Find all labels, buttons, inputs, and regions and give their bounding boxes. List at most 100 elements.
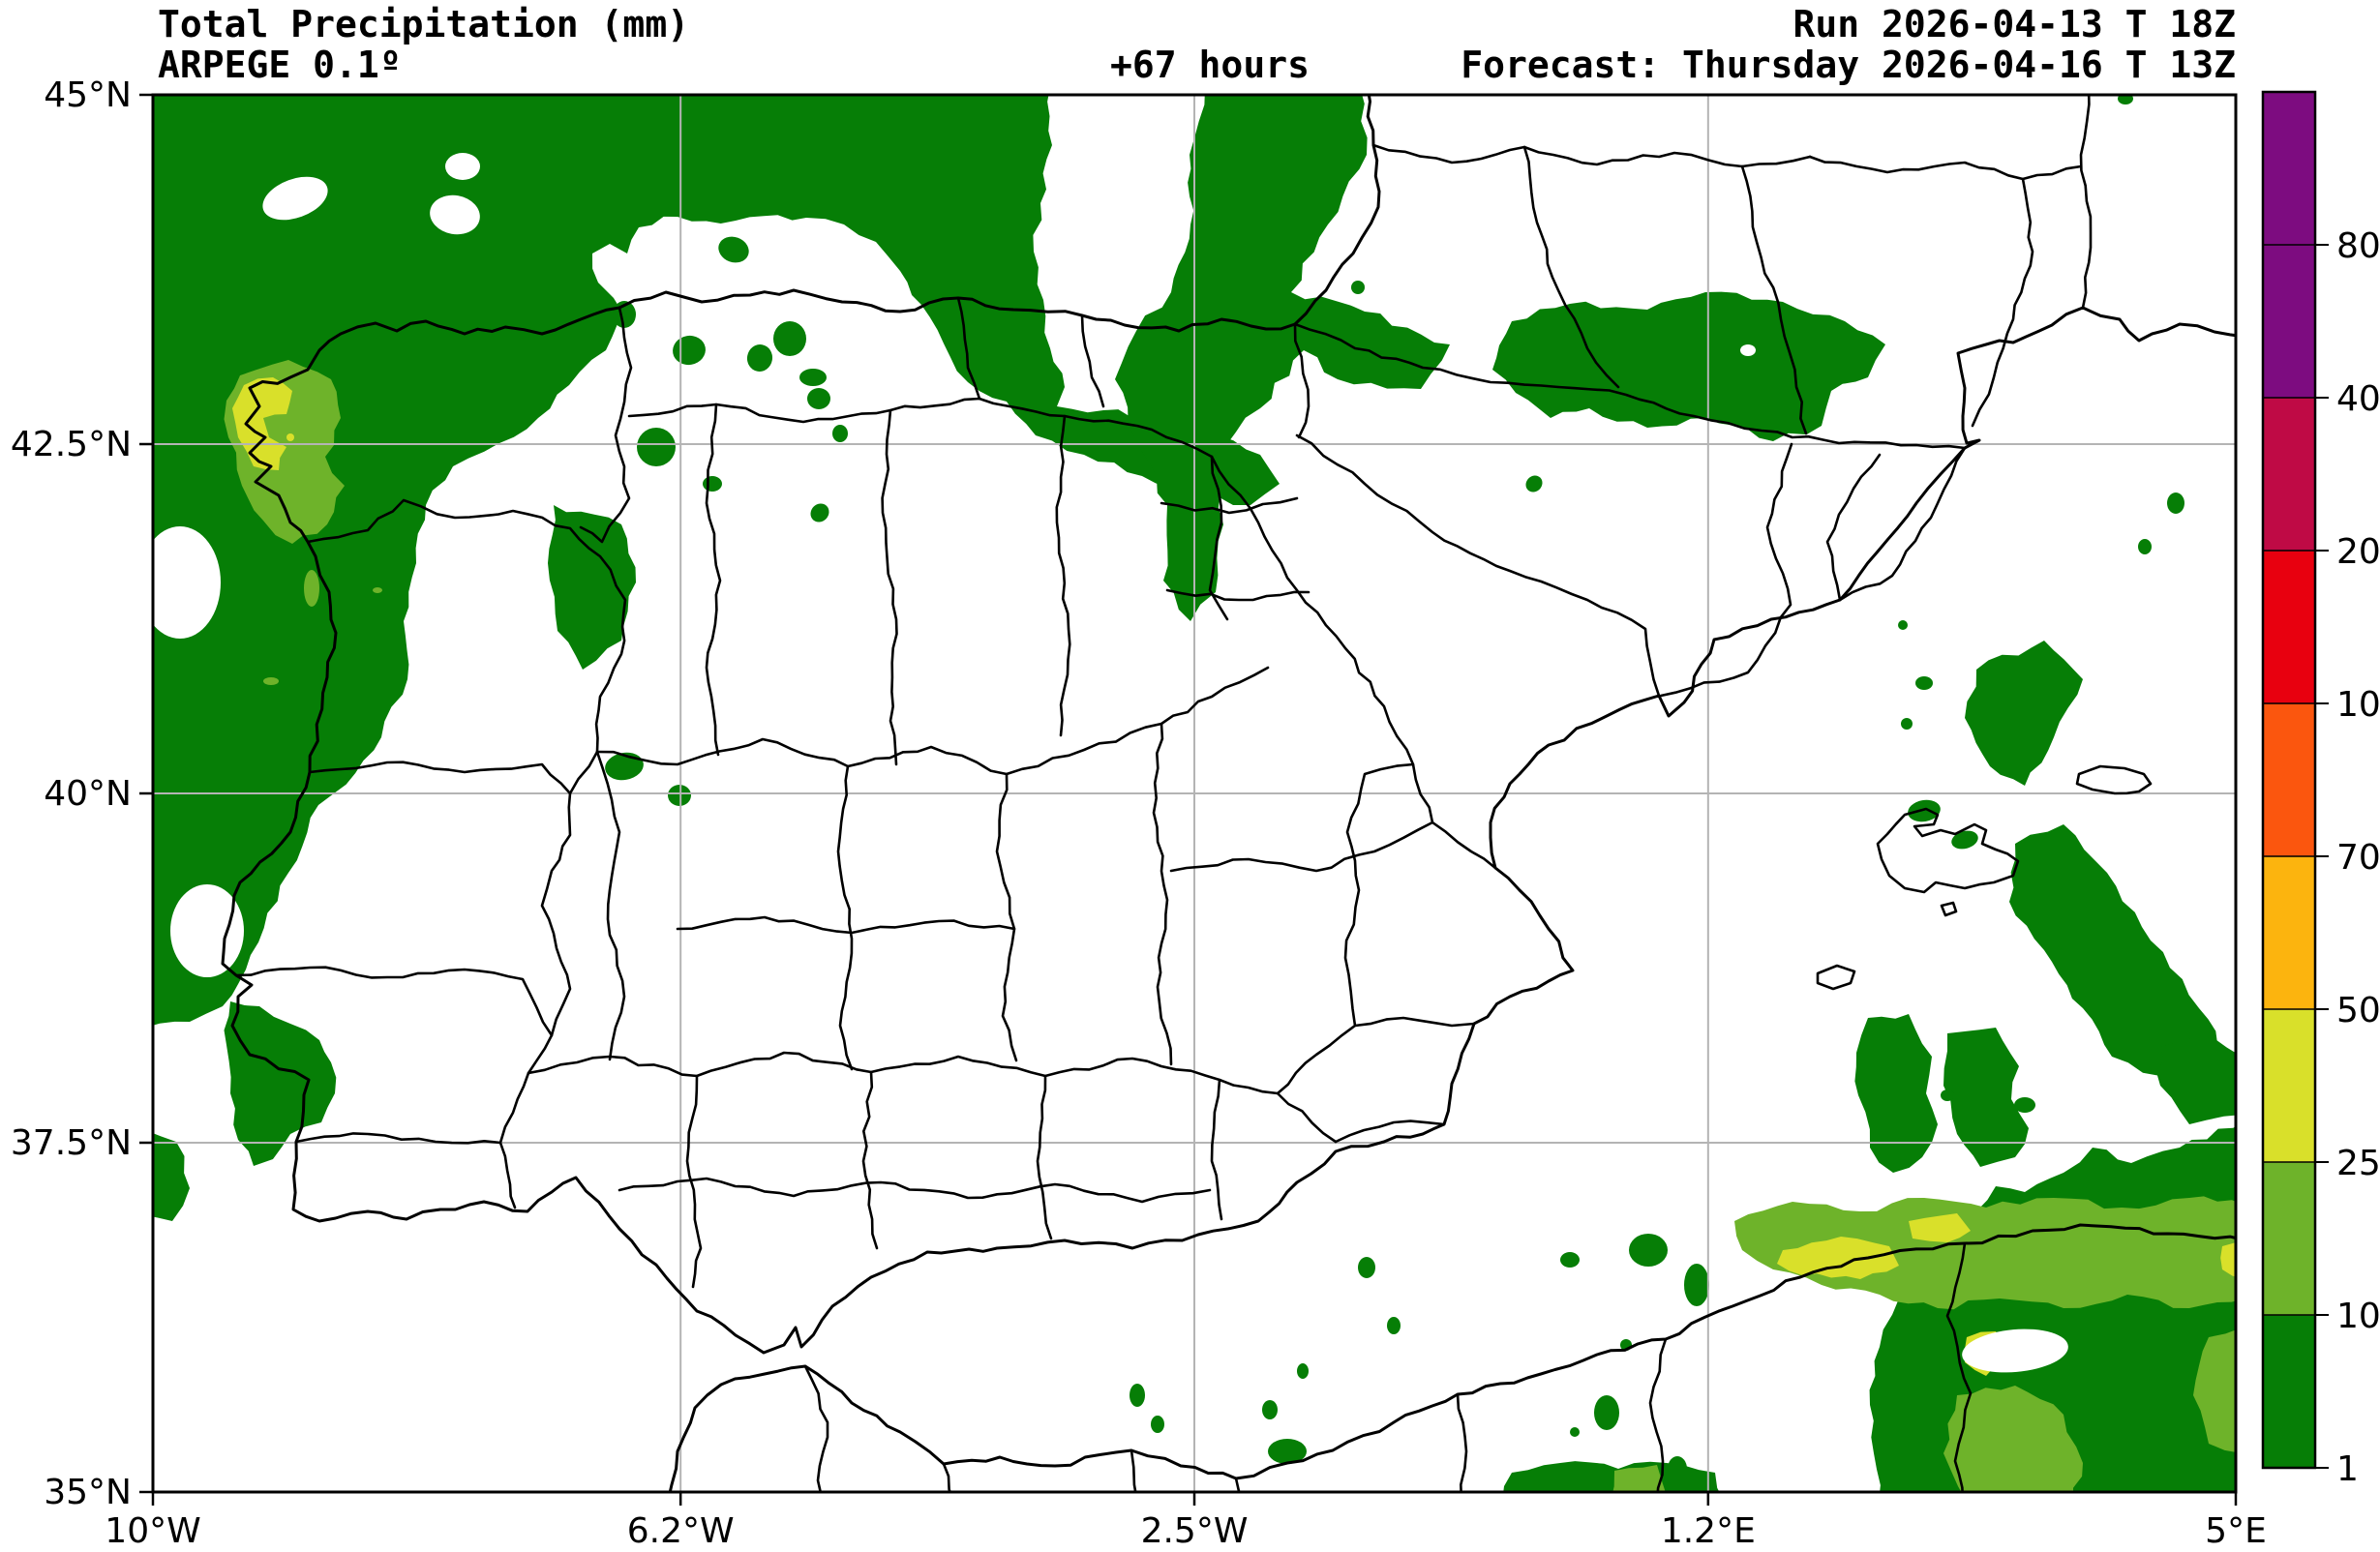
precip-spot-1-10mm <box>1941 1089 1954 1101</box>
province-border <box>1293 322 1311 439</box>
province-border <box>685 1074 703 1289</box>
province-border <box>1740 164 1808 435</box>
colorbar-tick-label: 1 <box>2336 1449 2359 1489</box>
precip-hole <box>445 153 480 180</box>
precip-hole <box>262 176 328 221</box>
precip-spot-1-10mm <box>1262 1400 1278 1419</box>
precip-area-10-25mm <box>2193 1329 2236 1452</box>
precip-spot-10-25mm <box>373 587 382 593</box>
province-border <box>294 1132 502 1145</box>
colorbar-segment <box>2263 856 2315 1010</box>
precip-spot-1-10mm <box>668 785 691 806</box>
colorbar-frame <box>2261 90 2317 1470</box>
precip-spot-1-10mm <box>746 344 773 372</box>
map-inner <box>153 95 2236 1492</box>
province-border <box>1130 1448 1137 1492</box>
province-border <box>1276 1016 1476 1095</box>
precipitation-layer <box>153 95 2236 1492</box>
precip-spot-1-10mm <box>1525 475 1543 492</box>
precip-spot-1-10mm <box>1387 1317 1401 1334</box>
precip-area-10-25mm <box>1943 1386 2083 1492</box>
precip-area-10-25mm <box>1734 1196 2236 1310</box>
coastline-path <box>221 95 2236 1355</box>
province-border <box>1343 762 1415 1028</box>
province-border <box>1945 1241 1973 1492</box>
precip-spot-1-10mm <box>637 428 676 466</box>
province-border <box>1169 821 1434 873</box>
colorbar-segment <box>2263 398 2315 552</box>
x-tick-label: 5°E <box>2205 1511 2267 1551</box>
province-border <box>595 666 1270 776</box>
province-border <box>1971 177 2034 428</box>
colorbar-tick-label: 25 <box>2336 1144 2380 1183</box>
forecast-label: Forecast: Thursday 2026-04-16 T 13Z <box>1461 44 2236 86</box>
precip-spot-25-50mm <box>286 433 294 441</box>
precip-hole <box>1962 1328 2068 1373</box>
province-border <box>676 915 1016 935</box>
precip-spot-1-10mm <box>1915 676 1933 690</box>
province-border <box>803 1364 829 1492</box>
province-border <box>956 296 981 401</box>
model-label: ARPEGE 0.1º <box>158 44 402 86</box>
province-border <box>1431 821 1497 870</box>
precip-area-1-10mm <box>548 505 636 670</box>
borders-layer <box>221 95 2236 1492</box>
run-label: Run 2026-04-13 T 18Z <box>1793 3 2236 45</box>
colorbar-segment <box>2263 92 2315 246</box>
province-border <box>1152 722 1173 1066</box>
precip-area-1-10mm <box>2156 1037 2236 1124</box>
province-border <box>1522 145 1620 389</box>
precip-spot-1-10mm <box>2167 492 2184 514</box>
province-border <box>1080 313 1105 408</box>
precip-spot-10-25mm <box>304 570 319 607</box>
precip-spot-1-10mm <box>832 425 848 442</box>
province-border <box>1659 442 1793 698</box>
colorbar-segment <box>2263 703 2315 857</box>
province-border <box>1648 1337 1668 1492</box>
precip-spot-1-10mm <box>1898 620 1908 630</box>
province-border <box>1210 1078 1223 1221</box>
precip-spot-1-10mm <box>1151 1416 1164 1433</box>
province-border <box>861 1070 879 1250</box>
y-tick-label: 37.5°N <box>11 1123 132 1163</box>
province-border <box>2079 95 2093 310</box>
province-border <box>627 397 1214 459</box>
precip-spot-1-10mm <box>1908 799 1941 822</box>
precip-spot-1-10mm <box>1560 1252 1580 1268</box>
axes-layer: 10°W 6.2°W 2.5°W 1.2°E 5°E 45°N 42.5°N 40°N 37.5… <box>11 75 2267 1551</box>
precip-area-1-10mm <box>1492 291 1885 441</box>
precip-area-1-10mm <box>1854 1014 1938 1173</box>
island-outline <box>1940 901 1958 917</box>
precip-area-1-10mm <box>153 1133 190 1221</box>
precip-spot-1-10mm <box>807 388 830 409</box>
precip-spot-1-10mm <box>703 476 722 492</box>
precip-spot-1-10mm <box>2118 95 2133 104</box>
y-tick-label: 45°N <box>44 75 132 115</box>
page-title: Total Precipitation (mm) <box>158 3 690 45</box>
precip-area-1-10mm <box>2009 824 2228 1086</box>
province-border <box>1334 1119 1446 1144</box>
colorbar-segment <box>2263 551 2315 704</box>
precip-spot-1-10mm <box>1668 1456 1687 1481</box>
precip-spot-1-10mm <box>1594 1395 1619 1430</box>
precip-spot-1-10mm <box>1130 1384 1145 1407</box>
coastline-path <box>668 1223 2236 1492</box>
province-border <box>1210 455 1434 824</box>
province-border <box>881 408 898 766</box>
precip-spot-1-10mm <box>773 321 806 356</box>
precip-area-25-50mm <box>1909 1213 1971 1242</box>
province-border <box>579 306 633 544</box>
x-tick-label: 10°W <box>105 1511 200 1551</box>
precip-area-1-10mm <box>1943 1028 2029 1167</box>
province-border <box>1208 455 1229 621</box>
x-tick-label: 6.2°W <box>627 1511 735 1551</box>
province-border <box>234 966 554 1037</box>
lead-time-label: +67 hours <box>1110 44 1310 86</box>
y-tick-label: 40°N <box>44 774 132 814</box>
precip-area-1-10mm <box>1965 641 2083 786</box>
precip-spot-1-10mm <box>1629 1234 1668 1267</box>
colorbar-segment <box>2263 245 2315 399</box>
province-border <box>1808 155 2083 181</box>
